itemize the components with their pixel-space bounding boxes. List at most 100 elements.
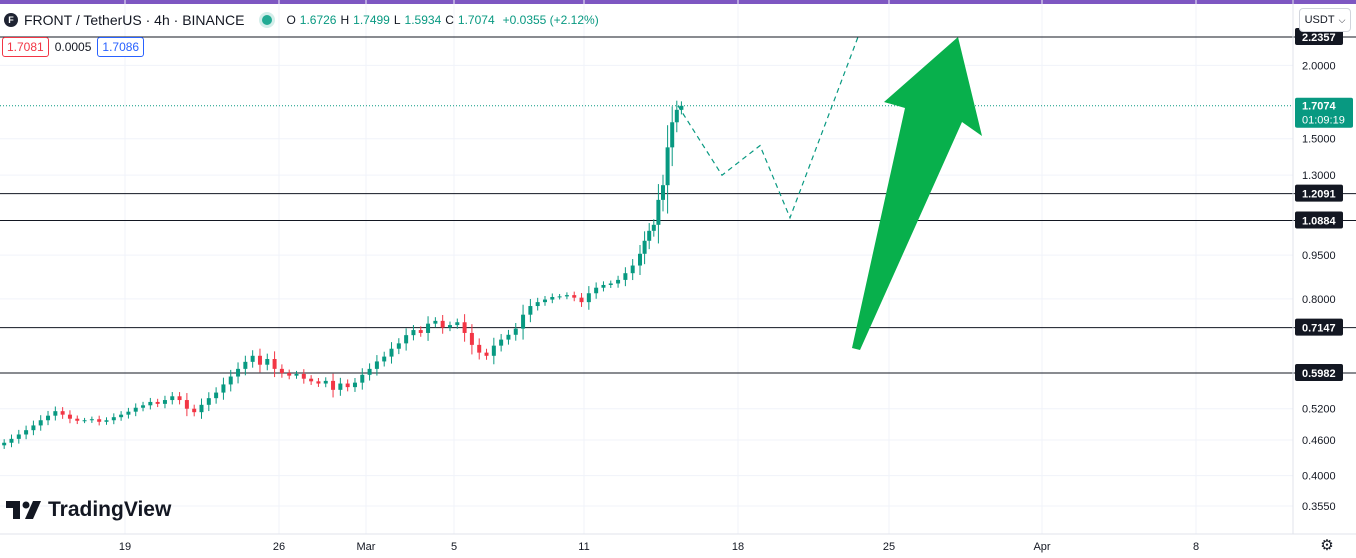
candle-body — [642, 240, 647, 254]
candle — [594, 282, 599, 299]
low-label: L — [393, 13, 401, 27]
high-value: 1.7499 — [353, 13, 390, 27]
candle — [345, 379, 350, 392]
candle-body — [638, 253, 642, 266]
candle — [221, 377, 226, 400]
candle — [111, 413, 116, 425]
candle-body — [426, 323, 431, 333]
candle-body — [521, 314, 526, 329]
candle-body — [2, 442, 7, 446]
tradingview-logo[interactable]: TradingView — [6, 498, 171, 522]
candle — [214, 387, 219, 404]
level-tag-text: 1.0884 — [1302, 215, 1337, 227]
settings-gear-icon[interactable]: ⚙ — [1320, 537, 1334, 554]
y-tick-label: 0.3550 — [1302, 501, 1336, 513]
candle — [236, 362, 241, 384]
candle — [586, 286, 591, 310]
candle-body — [184, 400, 189, 409]
candle-body — [506, 334, 511, 340]
candle-body — [389, 348, 394, 357]
candle-body — [674, 109, 679, 123]
candle — [184, 393, 189, 417]
candle — [601, 281, 606, 292]
candle-body — [206, 398, 211, 405]
y-tick-label: 0.4600 — [1302, 435, 1336, 447]
candle — [323, 377, 328, 388]
candle-body — [272, 359, 277, 369]
candle — [272, 351, 277, 378]
candle — [521, 304, 526, 340]
candle-body — [301, 373, 306, 379]
candle — [352, 377, 357, 392]
candle — [608, 280, 613, 288]
candle — [484, 348, 489, 360]
candle-body — [513, 328, 518, 335]
candle — [651, 219, 656, 237]
x-tick-label: Apr — [1033, 541, 1050, 553]
candle-body — [557, 296, 562, 298]
candle-body — [679, 105, 684, 110]
candle — [513, 322, 518, 341]
candle — [46, 410, 51, 426]
candle-body — [9, 438, 14, 443]
candle — [331, 373, 336, 398]
candle-body — [126, 411, 131, 415]
candle-body — [31, 425, 36, 431]
symbol-legend: F FRONT / TetherUS · 4h · BINANCE O 1.67… — [4, 10, 599, 30]
candle-body — [89, 419, 94, 421]
candle-body — [345, 383, 350, 388]
currency-label: USDT — [1304, 14, 1335, 26]
candle-body — [323, 380, 328, 384]
symbol-logo-icon: F — [4, 13, 18, 27]
candle-body — [572, 295, 577, 298]
candle — [367, 363, 372, 381]
candle-body — [228, 376, 233, 385]
candle — [382, 351, 387, 367]
candle-body — [411, 330, 416, 336]
candle — [2, 439, 7, 449]
x-tick-label: 26 — [273, 541, 285, 553]
candle-body — [382, 356, 387, 362]
level-tag-bg — [1295, 364, 1343, 382]
candle-body — [170, 396, 175, 401]
candle — [294, 370, 299, 379]
candle — [177, 392, 182, 405]
candle-body — [243, 361, 248, 369]
candle — [564, 292, 569, 300]
candle — [528, 298, 533, 323]
level-tag-text: 0.5982 — [1302, 368, 1336, 380]
symbol-title[interactable]: FRONT / TetherUS · 4h · BINANCE — [24, 12, 245, 28]
candle-body — [564, 295, 569, 297]
level-tag-text: 1.2091 — [1302, 189, 1336, 201]
candle-body — [484, 352, 489, 356]
candle — [192, 404, 197, 417]
candle-body — [155, 401, 160, 404]
candle-body — [670, 122, 675, 148]
candle-body — [331, 380, 336, 390]
candle — [426, 316, 431, 341]
candle-body — [265, 359, 270, 365]
candle — [119, 411, 124, 421]
candle-body — [338, 383, 343, 390]
buy-button[interactable]: 1.7086 — [97, 37, 145, 57]
currency-dropdown[interactable]: USDT ⌵ — [1299, 8, 1351, 32]
candle — [404, 328, 409, 351]
candle-body — [287, 373, 292, 376]
candle — [265, 353, 270, 371]
green-up-arrow — [852, 37, 982, 350]
sell-button[interactable]: 1.7081 — [2, 37, 49, 57]
market-open-icon — [262, 15, 273, 25]
candle-body — [404, 335, 409, 344]
candle — [97, 415, 102, 426]
candle — [24, 425, 29, 440]
candle-body — [250, 355, 255, 362]
candle — [477, 338, 482, 360]
candle-body — [294, 373, 299, 376]
candle — [670, 106, 675, 167]
candle — [389, 342, 394, 364]
candle-body — [367, 368, 372, 375]
candle-body — [469, 332, 474, 345]
bar-countdown: 01:09:19 — [1302, 115, 1345, 127]
candle — [360, 368, 365, 390]
